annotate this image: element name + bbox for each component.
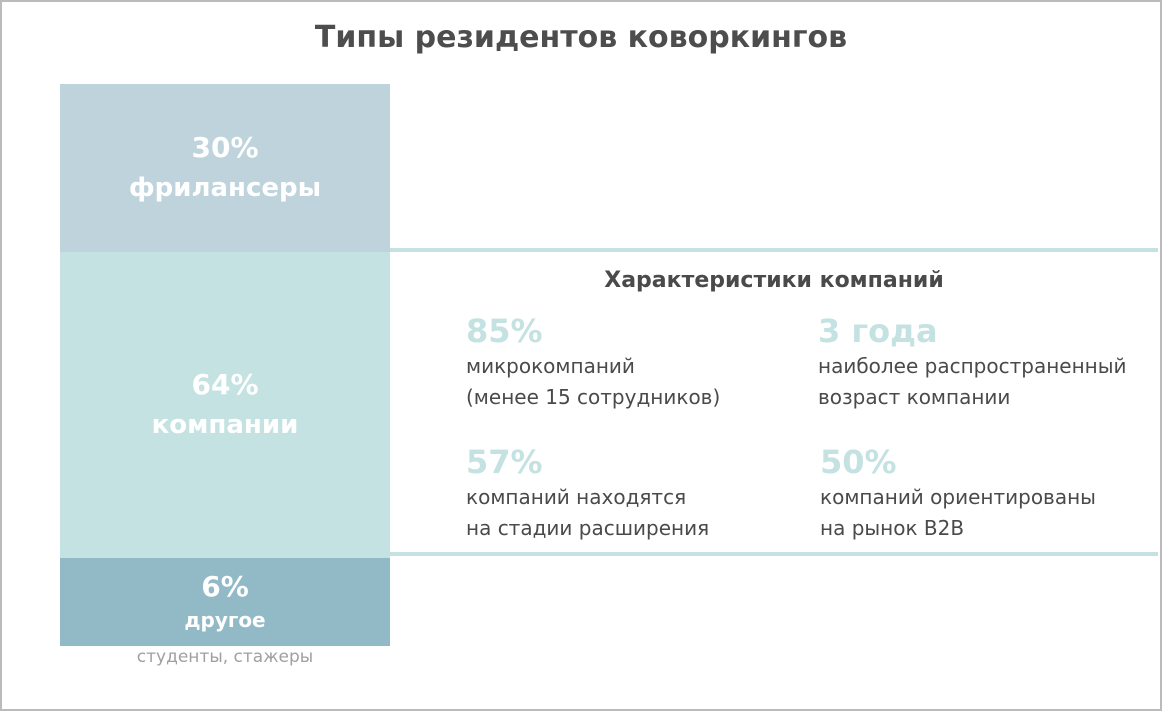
segment-other: 6% другое	[60, 558, 390, 646]
stat-value: 3 года	[818, 312, 938, 350]
segment-label: другое	[184, 608, 266, 632]
details-title: Характеристики компаний	[604, 268, 944, 293]
segment-companies: 64% компании	[60, 252, 390, 558]
stat-text: компаний ориентированы	[820, 485, 1096, 509]
segment-label: компании	[151, 410, 299, 440]
stat-item: 57% компаний находятся на стадии расшире…	[466, 442, 709, 544]
segment-value: 6%	[201, 570, 249, 603]
divider	[390, 552, 1158, 556]
segment-label: фрилансеры	[128, 173, 322, 203]
divider	[390, 248, 1158, 252]
stat-item: 85% микрокомпаний (менее 15 сотрудников)	[466, 311, 720, 413]
stat-item: 3 года наиболее распространенный возраст…	[818, 311, 1127, 413]
segment-value: 30%	[191, 131, 259, 164]
stat-text: компаний находятся	[466, 485, 687, 509]
stat-value: 57%	[466, 443, 543, 481]
stat-text: на стадии расширения	[466, 516, 710, 540]
stat-item: 50% компаний ориентированы на рынок B2B	[820, 442, 1096, 544]
segment-value: 64%	[191, 368, 259, 401]
segment-note: студенты, стажеры	[136, 647, 314, 667]
stat-text: (менее 15 сотрудников)	[466, 385, 721, 409]
stat-text: возраст компании	[818, 385, 1011, 409]
stat-text: наиболее распространенный	[818, 354, 1127, 378]
stat-text: микрокомпаний	[466, 354, 635, 378]
segment-freelancers: 30% фрилансеры	[60, 84, 390, 252]
stat-value: 85%	[466, 312, 543, 350]
title: Типы резидентов коворкингов	[314, 20, 848, 55]
stat-value: 50%	[820, 443, 897, 481]
stat-text: на рынок B2B	[820, 516, 965, 540]
